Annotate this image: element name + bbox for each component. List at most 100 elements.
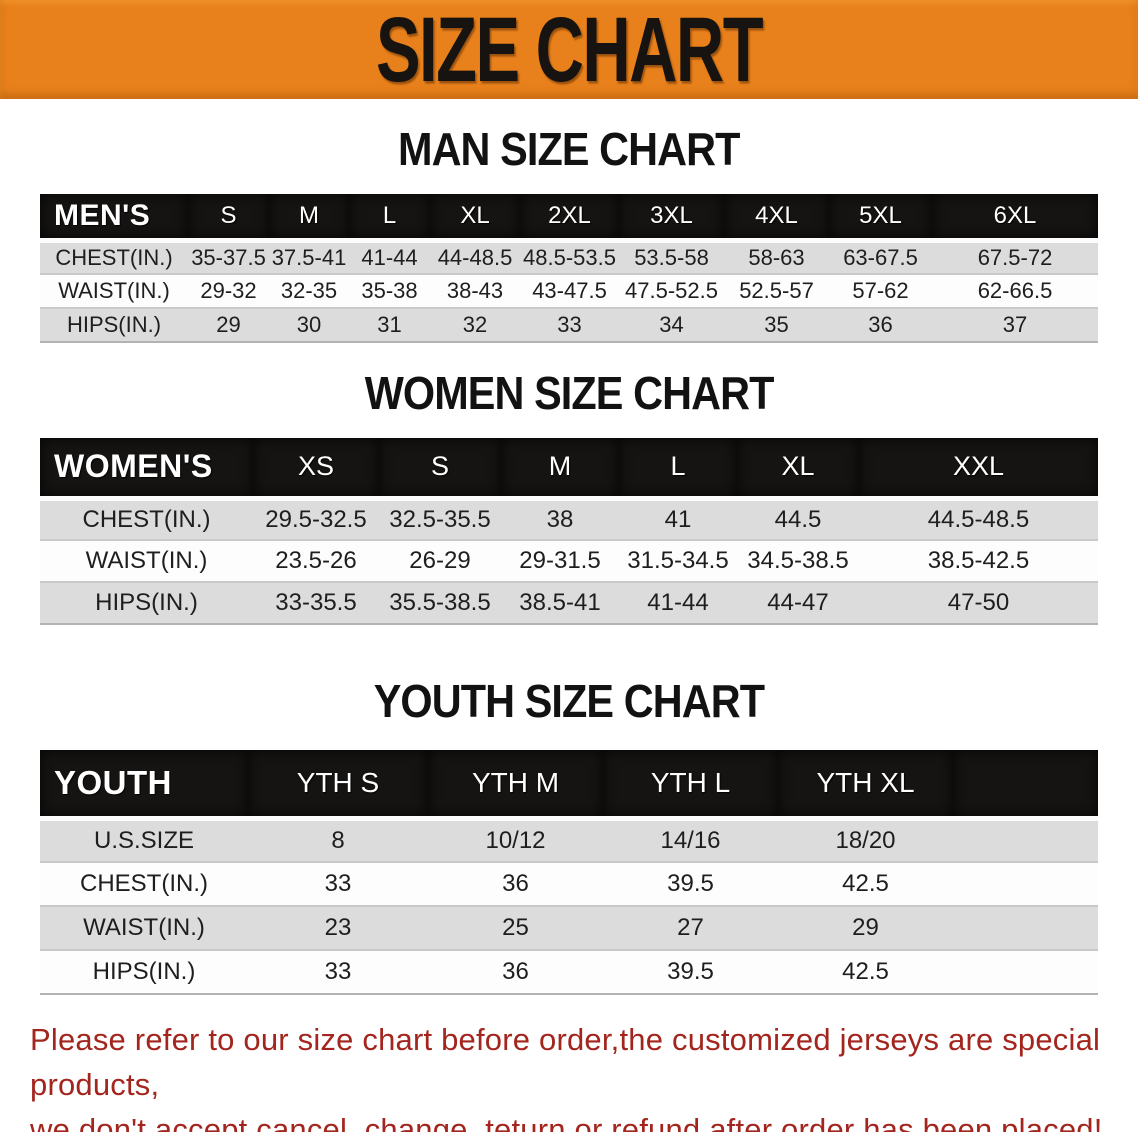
size-value-cell: 25 [502, 914, 529, 941]
size-column-header: 4XL [724, 194, 829, 243]
man-section-title: MAN SIZE CHART [0, 125, 1138, 173]
size-column-header: XS [253, 438, 379, 501]
size-value-cell: 36 [868, 312, 893, 337]
size-value-cell: 29-32 [200, 278, 257, 303]
size-value-cell: 36 [502, 870, 529, 897]
size-value-cell: 31 [377, 312, 402, 337]
size-column-header: 5XL [829, 194, 932, 243]
size-value-cell: 44.5-48.5 [927, 505, 1030, 533]
size-value-cell: 63-67.5 [843, 244, 918, 270]
youth-size-table: YOUTH YTH S YTH M YTH L YTH XL U.S.SIZE 8 10/12… [40, 750, 1098, 995]
size-value-cell: 29 [216, 312, 241, 337]
man-section-title-text: MAN SIZE CHART [398, 123, 740, 175]
table-row: CHEST(IN.) 29.5-32.5 32.5-35.5 38 41 44.5 44.5… [40, 498, 1098, 540]
table-row: HIPS(IN.) 33 36 39.5 42.5 [40, 950, 1098, 994]
header-row: WOMEN'S XS S M L XL XXL [40, 438, 1098, 501]
table-row: WAIST(IN.) 29-32 32-35 35-38 38-43 43-47.5 47.… [40, 274, 1098, 308]
table-corner-label: MEN'S [40, 194, 188, 243]
size-value-cell: 33 [324, 870, 352, 897]
size-value-cell: 27 [677, 914, 704, 941]
measurement-row-label: WAIST(IN.) [83, 914, 205, 941]
size-value-cell: 41 [664, 505, 692, 533]
measurement-row-label: U.S.SIZE [93, 826, 195, 854]
header-row: YOUTH YTH S YTH M YTH L YTH XL [40, 750, 1098, 821]
size-column-header: M [501, 438, 619, 501]
size-chart-banner: SIZE CHART [0, 0, 1138, 100]
size-value-cell: 37 [1002, 312, 1028, 337]
size-column-header: YTH L [603, 750, 778, 821]
size-column-header: 3XL [619, 194, 724, 243]
size-value-cell: 29-31.5 [519, 547, 601, 574]
size-value-cell: 38 [546, 505, 574, 533]
size-value-cell: 8 [331, 826, 345, 854]
size-value-cell: 44-48.5 [437, 244, 513, 270]
size-value-cell: 39.5 [667, 870, 714, 897]
size-column-header: L [619, 438, 737, 501]
size-value-cell: 47-50 [947, 589, 1010, 616]
size-value-cell: 38.5-42.5 [927, 547, 1030, 574]
table-row: U.S.SIZE 8 10/12 14/16 18/20 [40, 818, 1098, 862]
table-body: U.S.SIZE 8 10/12 14/16 18/20 CHEST(IN.) 33 36 39… [40, 818, 1098, 994]
size-value-cell: 32-35 [280, 278, 338, 303]
disclaimer-line-1: Please refer to our size chart before or… [30, 1022, 1101, 1102]
size-value-cell: 44-47 [767, 589, 829, 616]
size-value-cell: 18/20 [835, 826, 896, 854]
size-value-cell: 57-62 [852, 278, 909, 303]
size-column-header: L [349, 194, 430, 243]
size-value-cell: 58-63 [748, 244, 805, 270]
size-value-cell: 33 [557, 312, 582, 337]
measurement-row-label: HIPS(IN.) [92, 958, 196, 985]
women-section-title-text: WOMEN SIZE CHART [364, 367, 775, 419]
size-value-cell: 35-37.5 [191, 244, 266, 270]
size-value-cell: 29.5-32.5 [265, 505, 367, 533]
women-size-table: WOMEN'S XS S M L XL XXL CHEST(IN.) 29.5-32.5 32.5… [40, 438, 1098, 625]
size-value-cell: 32.5-35.5 [389, 505, 491, 533]
size-value-cell: 43-47.5 [532, 278, 607, 303]
youth-section-title-text: YOUTH SIZE CHART [373, 675, 765, 727]
youth-section-title: YOUTH SIZE CHART [0, 677, 1138, 725]
header-row: MEN'S S M L XL 2XL 3XL 4XL 5XL 6XL [40, 194, 1098, 243]
size-value-cell: 34 [659, 312, 684, 337]
size-column-header: XL [430, 194, 520, 243]
size-value-cell: 37.5-41 [271, 244, 347, 270]
size-column-header: YTH M [428, 750, 603, 821]
table-row: WAIST(IN.) 23.5-26 26-29 29-31.5 31.5-34.5 34… [40, 540, 1098, 582]
size-value-cell: 38-43 [446, 278, 504, 303]
size-value-cell: 42.5 [842, 958, 889, 985]
size-value-cell: 42.5 [842, 870, 889, 897]
spacer-cell [953, 750, 1098, 821]
disclaimer-line-2: we don't accept cancel, change, teturn o… [30, 1112, 1103, 1132]
size-column-header: XL [737, 438, 859, 501]
table-row: WAIST(IN.) 23 25 27 29 [40, 906, 1098, 950]
size-value-cell: 23.5-26 [275, 547, 357, 574]
size-value-cell: 35-38 [361, 278, 418, 303]
measurement-row-label: HIPS(IN.) [95, 589, 198, 616]
measurement-row-label: WAIST(IN.) [58, 278, 170, 303]
size-value-cell: 67.5-72 [977, 244, 1053, 270]
spacer-cell [953, 818, 1098, 862]
table-row: CHEST(IN.) 33 36 39.5 42.5 [40, 862, 1098, 906]
size-value-cell: 47.5-52.5 [625, 278, 718, 303]
size-value-cell: 38.5-41 [519, 589, 601, 616]
size-value-cell: 44.5 [774, 505, 822, 533]
banner-title: SIZE CHART [375, 0, 764, 101]
table-header: YOUTH YTH S YTH M YTH L YTH XL [40, 750, 1098, 821]
table-row: HIPS(IN.) 33-35.5 35.5-38.5 38.5-41 41-44 44-… [40, 582, 1098, 624]
table-row: HIPS(IN.) 29 30 31 32 33 34 35 36 37 [40, 308, 1098, 342]
size-column-header: 6XL [932, 194, 1098, 243]
table-corner-label: WOMEN'S [40, 438, 253, 501]
size-value-cell: 33 [324, 958, 352, 985]
size-value-cell: 62-66.5 [977, 278, 1053, 303]
size-value-cell: 36 [502, 958, 529, 985]
measurement-row-label: CHEST(IN.) [80, 870, 208, 897]
size-value-cell: 10/12 [485, 826, 546, 854]
size-column-header: S [188, 194, 269, 243]
measurement-row-label: HIPS(IN.) [66, 312, 162, 337]
measurement-row-label: CHEST(IN.) [55, 244, 173, 270]
table-header: WOMEN'S XS S M L XL XXL [40, 438, 1098, 501]
table-body: CHEST(IN.) 35-37.5 37.5-41 41-44 44-48.5 48.5… [40, 240, 1098, 342]
women-section-title: WOMEN SIZE CHART [0, 369, 1138, 417]
measurement-row-label: WAIST(IN.) [85, 547, 208, 574]
men-size-table: MEN'S S M L XL 2XL 3XL 4XL 5XL 6XL CHEST(IN.) 35-37… [40, 194, 1098, 343]
table-row: CHEST(IN.) 35-37.5 37.5-41 41-44 44-48.5 48.5… [40, 240, 1098, 274]
